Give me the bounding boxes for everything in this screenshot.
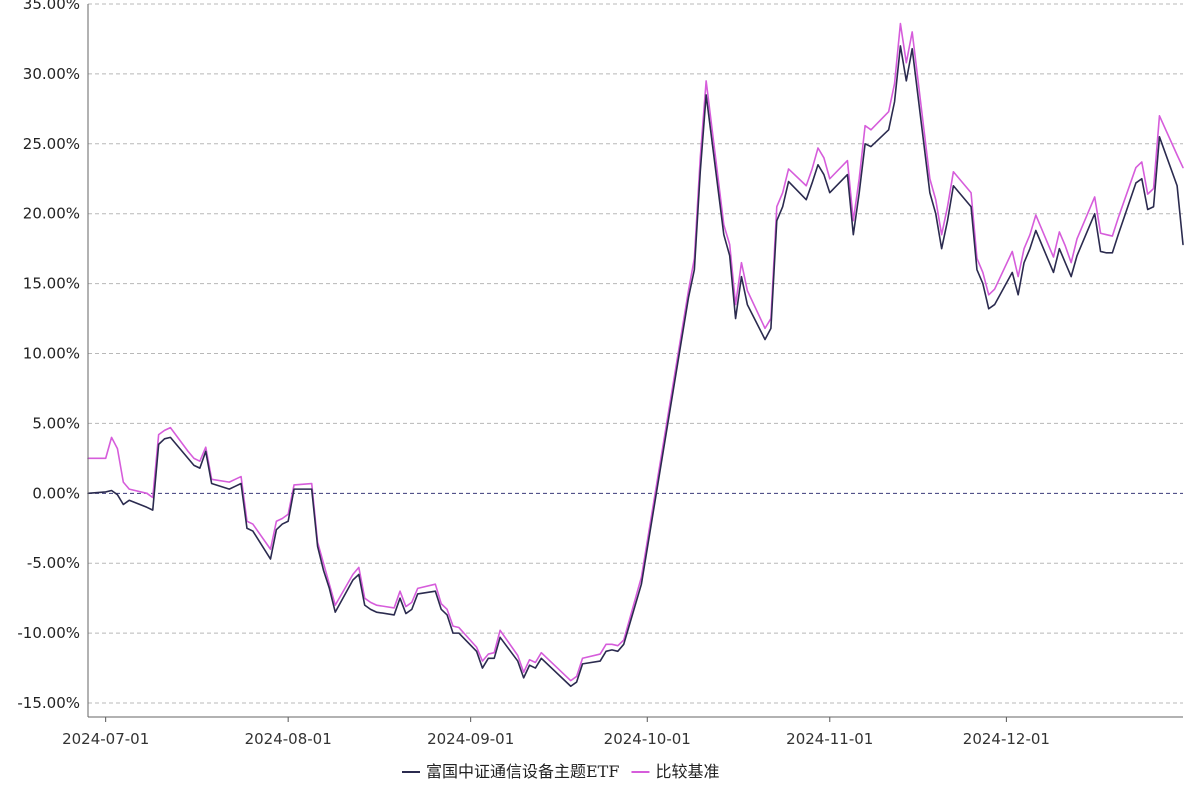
x-tick-label: 2024-09-01 — [427, 730, 514, 748]
legend: 富国中证通信设备主题ETF 比较基准 — [402, 762, 719, 781]
y-tick-label: 35.00% — [23, 0, 80, 13]
y-tick-label: 5.00% — [32, 414, 80, 432]
x-tick-label: 2024-11-01 — [786, 730, 873, 748]
y-tick-label: 15.00% — [23, 275, 80, 293]
axes — [87, 4, 1183, 722]
series-line-benchmark — [87, 22, 1184, 682]
y-tick-label: -10.00% — [17, 624, 80, 642]
y-tick-label: 30.00% — [23, 65, 80, 83]
y-tick-label: 25.00% — [23, 135, 80, 153]
grid-lines — [88, 3, 1183, 704]
y-tick-label: 0.00% — [32, 484, 80, 502]
x-tick-label: 2024-12-01 — [963, 730, 1050, 748]
series-lines — [87, 22, 1184, 688]
x-tick-label: 2024-10-01 — [604, 730, 691, 748]
legend-label: 富国中证通信设备主题ETF — [426, 762, 619, 781]
y-tick-label: -15.00% — [17, 694, 80, 712]
legend-label: 比较基准 — [655, 762, 719, 781]
y-axis-tick-labels: 35.00% 30.00% 25.00% 20.00% 15.00% 10.00% 5.00… — [17, 0, 80, 712]
y-tick-label: -5.00% — [27, 554, 80, 572]
series-line-fund — [87, 45, 1184, 688]
x-axis-tick-labels: 2024-07-01 2024-08-01 2024-09-01 2024-10-01… — [62, 730, 1050, 748]
x-tick-label: 2024-07-01 — [62, 730, 149, 748]
y-tick-label: 10.00% — [23, 345, 80, 363]
y-tick-label: 20.00% — [23, 205, 80, 223]
x-tick-label: 2024-08-01 — [245, 730, 332, 748]
